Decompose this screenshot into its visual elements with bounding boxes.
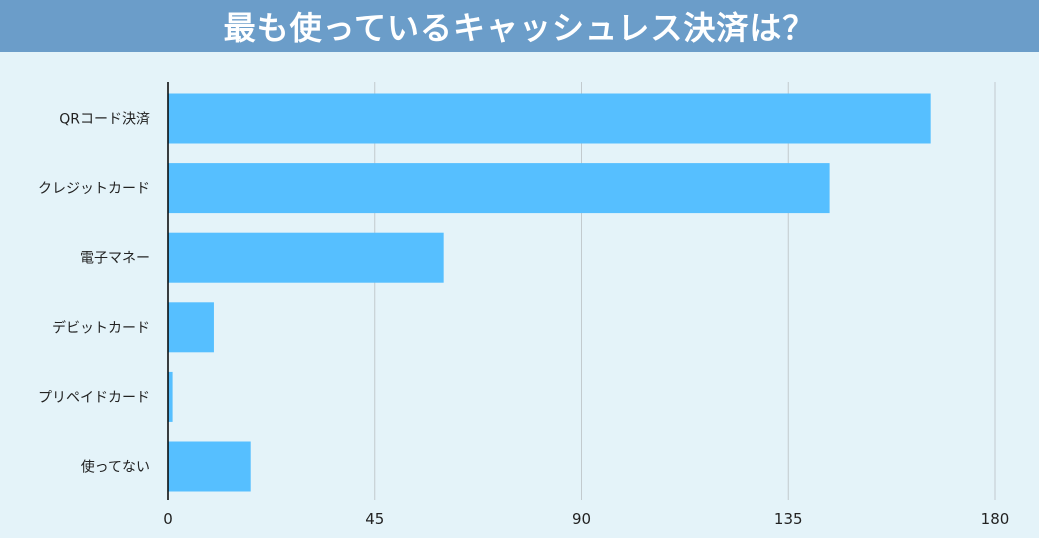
bar-chart: QRコード決済クレジットカード電子マネーデビットカードプリペイドカード使ってない…	[38, 82, 1010, 528]
x-tick-label-4: 180	[981, 510, 1010, 528]
bar-5	[168, 441, 251, 492]
x-tick-label-3: 135	[774, 510, 803, 528]
bar-0	[168, 93, 931, 144]
chart-title: 最も使っているキャッシュレス決済は？	[223, 9, 816, 47]
bar-1	[168, 163, 830, 214]
bar-3	[168, 302, 214, 353]
category-label-4: プリペイドカード	[38, 390, 150, 406]
chart-area: QRコード決済クレジットカード電子マネーデビットカードプリペイドカード使ってない…	[0, 52, 1039, 534]
bar-2	[168, 232, 444, 283]
category-label-2: 電子マネー	[80, 251, 150, 267]
category-label-1: クレジットカード	[38, 181, 150, 197]
x-tick-label-0: 0	[163, 510, 173, 528]
x-tick-label-2: 90	[572, 510, 591, 528]
category-label-3: デビットカード	[52, 319, 150, 336]
category-label-0: QRコード決済	[59, 112, 150, 128]
x-tick-label-1: 45	[365, 510, 384, 528]
bar-4	[168, 371, 173, 422]
chart-title-bar: 最も使っているキャッシュレス決済は？	[0, 0, 1039, 52]
category-label-5: 使ってない	[81, 459, 150, 476]
